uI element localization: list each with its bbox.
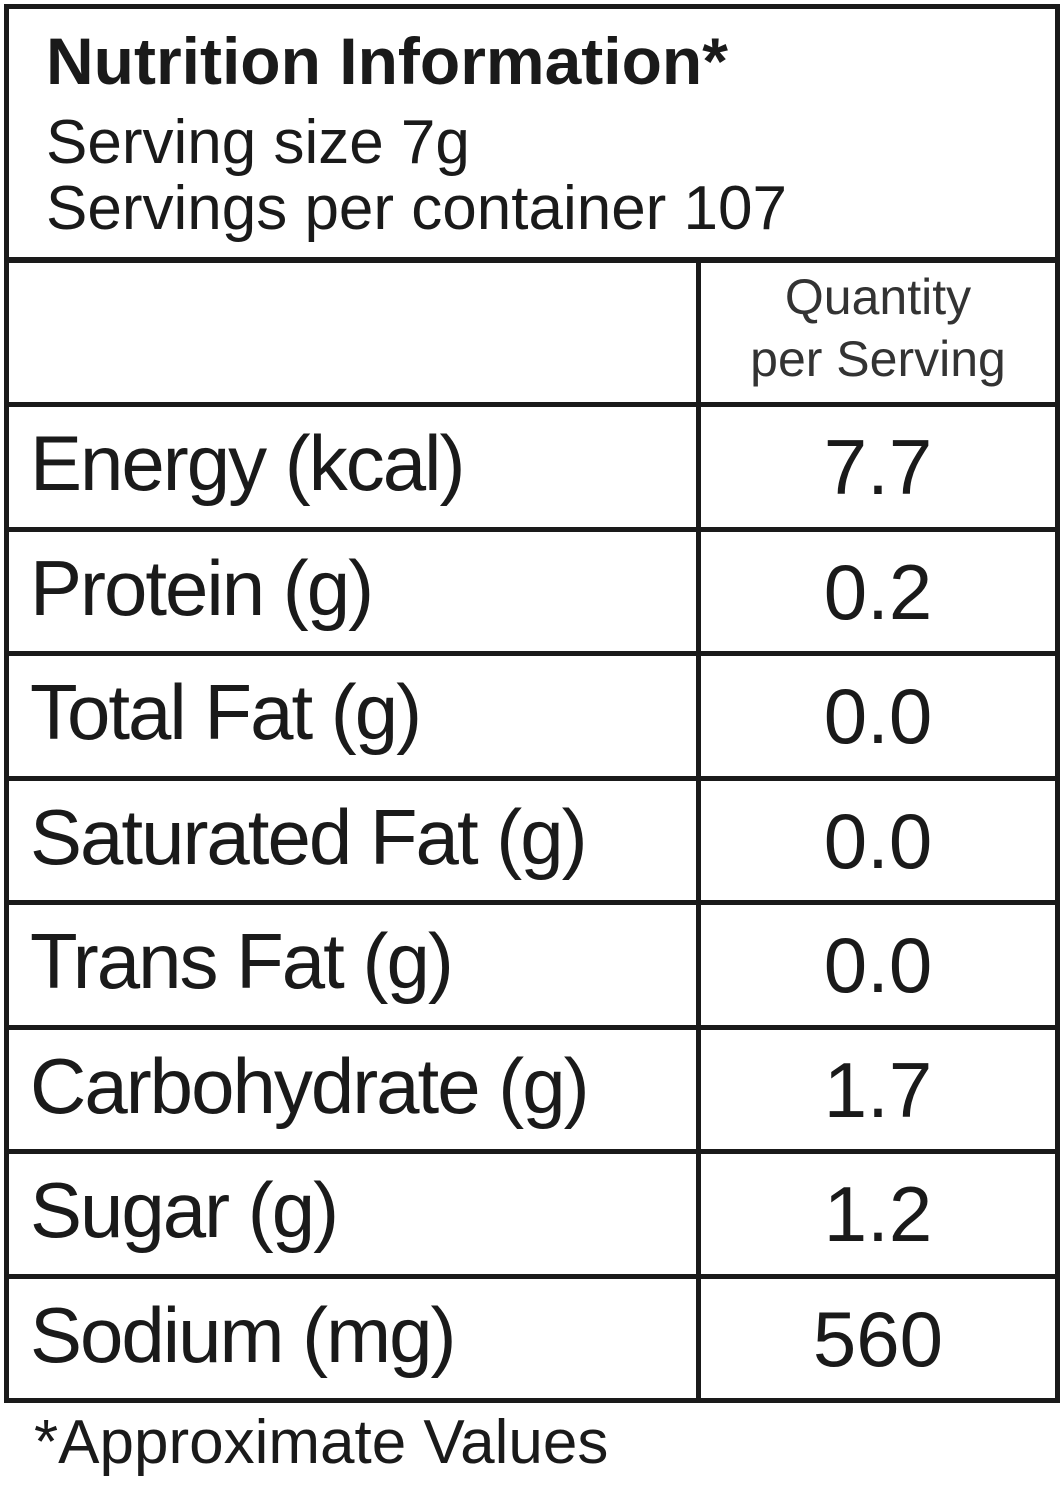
nutrient-label: Trans Fat (g) [30,917,454,1005]
nutrient-label: Sodium (mg) [30,1290,456,1379]
servings-per-container: Servings per container 107 [46,174,788,243]
column-header: per Serving [750,331,1006,387]
header-label-cell [4,258,701,407]
column-header: Quantity [784,269,972,325]
nutrient-value: 7.7 [823,423,933,511]
nutrient-value: 1.7 [823,1045,933,1134]
nutrient-value: 0.0 [823,672,933,760]
nutrient-value: 1.2 [823,1170,933,1258]
nutrient-label: Total Fat (g) [30,668,422,756]
nutrient-label: Protein (g) [30,543,374,632]
nutrient-value: 0.2 [823,547,933,636]
nutrient-label: Carbohydrate (g) [30,1041,590,1130]
title: Nutrition Information* [46,24,728,98]
footnote: *Approximate Values [34,1408,609,1477]
nutrient-label: Sugar (g) [30,1166,339,1254]
value-cell [696,1273,1060,1403]
serving-size: Serving size 7g [46,108,470,177]
nutrient-value: 560 [812,1294,944,1383]
nutrient-value: 0.0 [823,921,933,1009]
nutrient-label: Saturated Fat (g) [30,792,588,881]
nutrient-label: Energy (kcal) [30,419,465,507]
nutrient-value: 0.0 [823,796,933,885]
